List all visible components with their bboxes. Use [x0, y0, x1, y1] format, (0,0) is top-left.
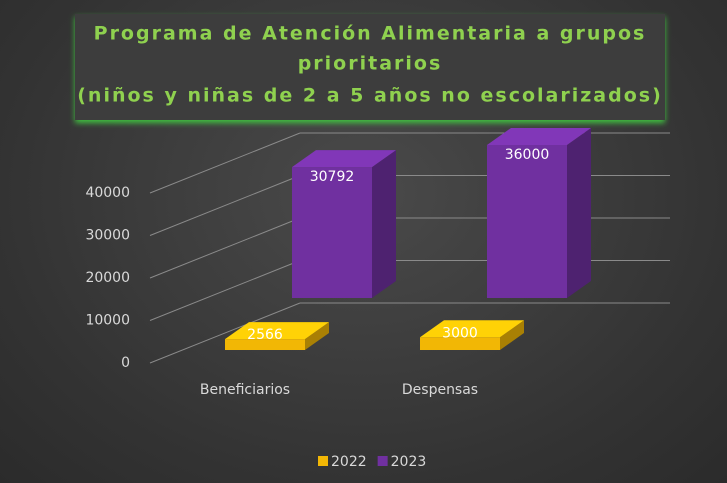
- bar-front: [292, 167, 372, 298]
- grid-line: [149, 260, 301, 321]
- legend-label: 2022: [331, 454, 367, 470]
- legend-swatch: [318, 456, 328, 466]
- y-tick-label: 40000: [85, 185, 130, 201]
- bar: [487, 128, 591, 298]
- value-label: 3000: [442, 325, 478, 341]
- chart-title: Programa de Atención Alimentaria a grupo…: [94, 23, 647, 45]
- bar-front: [487, 145, 567, 298]
- bar-side: [305, 322, 329, 350]
- chart-title: (niños y niñas de 2 a 5 años no escolari…: [77, 85, 663, 107]
- grid-line: [149, 132, 301, 194]
- bar-top: [225, 322, 329, 340]
- bar: [420, 320, 524, 350]
- value-label: 36000: [505, 147, 550, 163]
- bar-front: [420, 337, 500, 350]
- chart-title: prioritarios: [298, 53, 443, 75]
- x-tick-label: Beneficiarios: [200, 382, 290, 398]
- value-label: 2566: [247, 327, 283, 343]
- bar-top: [420, 320, 524, 338]
- bar: [225, 322, 329, 350]
- legend-swatch: [377, 456, 388, 466]
- grid-line: [149, 217, 301, 279]
- bar: [292, 150, 396, 298]
- bar-top: [292, 150, 396, 168]
- legend-label: 2023: [391, 454, 427, 470]
- bar-side: [500, 320, 524, 350]
- value-label: 30792: [310, 169, 355, 185]
- y-tick-label: 20000: [85, 270, 130, 286]
- grid-line: [149, 302, 301, 364]
- y-tick-label: 30000: [85, 228, 130, 244]
- y-tick-label: 10000: [85, 313, 130, 329]
- bar-front: [225, 339, 305, 350]
- bar-top: [487, 128, 591, 145]
- title-box: [75, 14, 665, 120]
- x-tick-label: Despensas: [402, 382, 478, 398]
- bar-side: [567, 128, 591, 298]
- grid-line: [149, 175, 301, 236]
- y-tick-label: 0: [121, 355, 130, 371]
- bar-side: [372, 150, 396, 298]
